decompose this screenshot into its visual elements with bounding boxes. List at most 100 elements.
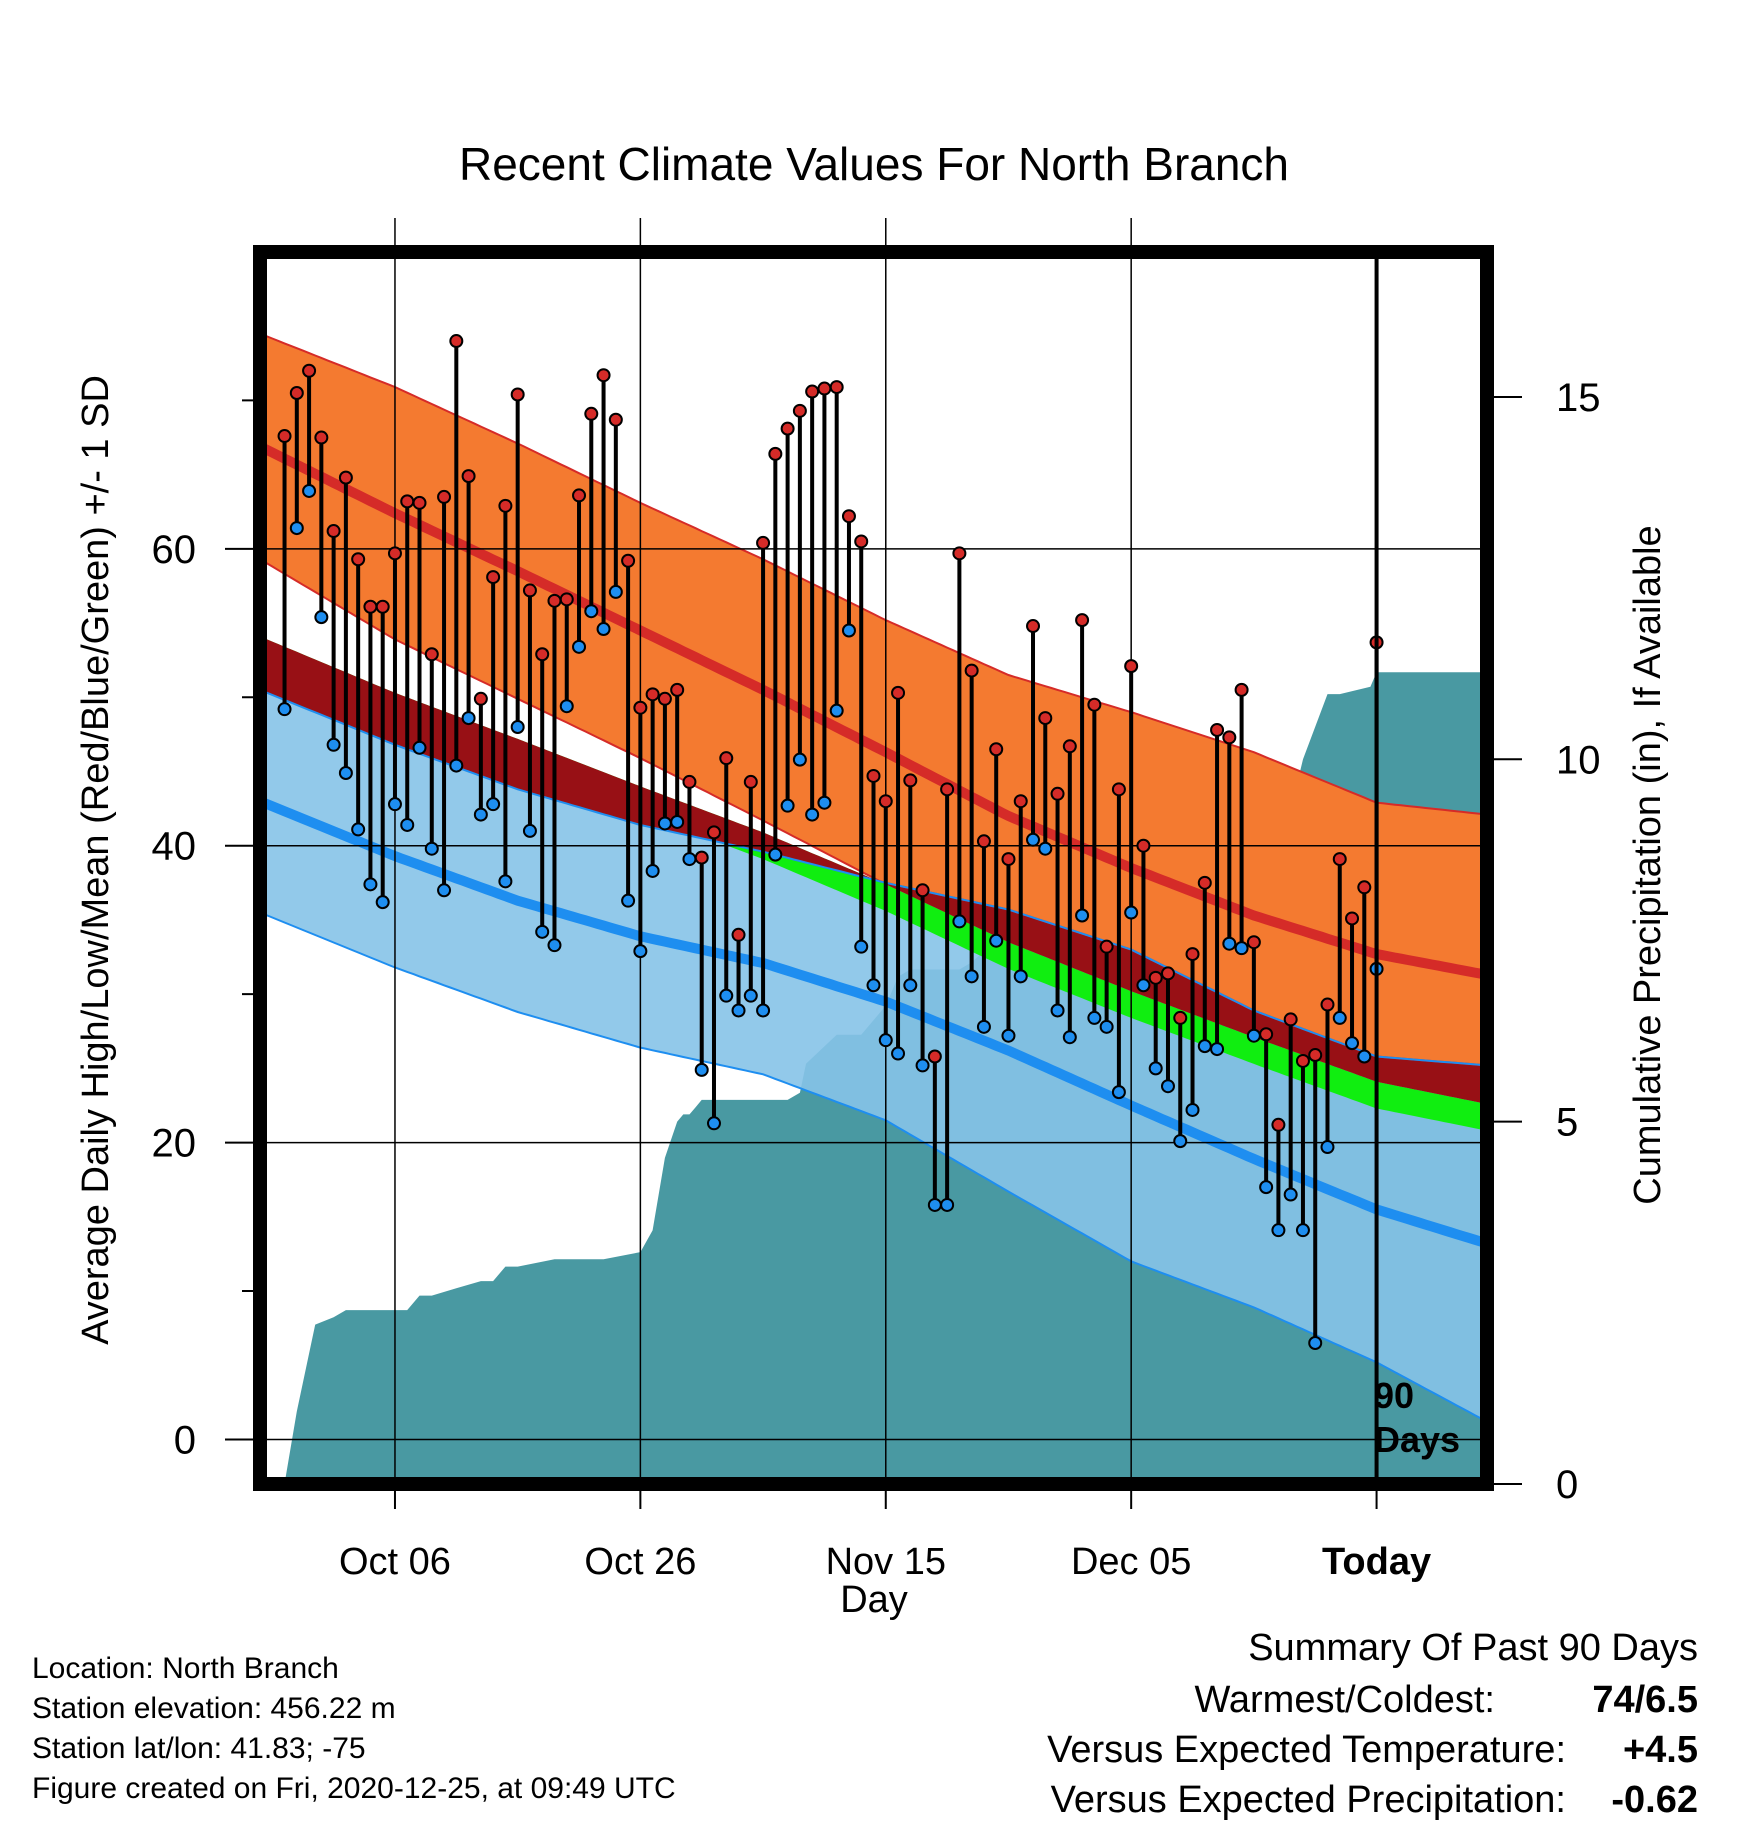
high-point: [437, 489, 452, 504]
day-60: [1001, 852, 1016, 1043]
summary-warmest-value: 74/6.5: [1592, 1679, 1698, 1721]
high-point: [903, 773, 918, 788]
high-point: [743, 774, 758, 789]
high-point: [584, 406, 599, 421]
low-point: [351, 822, 366, 837]
day-45: [817, 381, 832, 810]
high-point: [1099, 939, 1114, 954]
low-point: [768, 847, 783, 862]
high-point: [756, 535, 771, 550]
day-63: [1038, 711, 1053, 856]
low-point: [608, 584, 623, 599]
day-6: [338, 470, 353, 781]
high-point: [1087, 697, 1102, 712]
high-point: [1271, 1117, 1286, 1132]
low-point: [535, 924, 550, 939]
high-point: [510, 387, 525, 402]
low-point: [903, 978, 918, 993]
high-point: [498, 498, 513, 513]
high-point: [792, 403, 807, 418]
day-72: [1148, 970, 1163, 1076]
day-25: [572, 488, 587, 654]
day-22: [535, 647, 550, 939]
x-tick-label-3: Dec 05: [1071, 1541, 1191, 1583]
day-62: [1026, 619, 1041, 847]
x-tick-label-4: Today: [1322, 1541, 1431, 1583]
high-point: [719, 751, 734, 766]
day-24: [559, 592, 574, 714]
x-tick-label-0: Oct 06: [339, 1541, 451, 1583]
low-point: [1026, 832, 1041, 847]
high-point: [1001, 852, 1016, 867]
day-53: [915, 883, 930, 1073]
high-point: [1197, 875, 1212, 890]
day-61: [1013, 794, 1028, 984]
high-point: [878, 794, 893, 809]
high-point: [657, 691, 672, 706]
overlap-band: [260, 636, 1487, 1104]
high-point: [706, 825, 721, 840]
low-point: [878, 1033, 893, 1048]
low-point: [1185, 1102, 1200, 1117]
low-point: [461, 711, 476, 726]
day-86: [1320, 997, 1335, 1155]
low-point: [743, 988, 758, 1003]
low-point: [1111, 1085, 1126, 1100]
low-point: [1210, 1042, 1225, 1057]
y-right-tick-label-2: 10: [1556, 738, 1601, 782]
high-point: [535, 647, 550, 662]
day-54: [927, 1049, 942, 1212]
high-point: [1320, 997, 1335, 1012]
high-point: [559, 592, 574, 607]
day-52: [903, 773, 918, 993]
y-axis-right-label: Cumulative Precipitation (in), If Availa…: [1627, 525, 1669, 1204]
day-42: [780, 421, 795, 813]
station-location: Location: North Branch: [32, 1652, 339, 1685]
high-point: [547, 593, 562, 608]
high-point: [387, 546, 402, 561]
day-28: [608, 412, 623, 599]
day-68: [1099, 939, 1114, 1034]
day-47: [841, 509, 856, 638]
chart-title: Recent Climate Values For North Branch: [459, 138, 1289, 190]
day-59: [989, 742, 1004, 948]
low-point: [510, 719, 525, 734]
high-point: [768, 446, 783, 461]
day-65: [1062, 739, 1077, 1045]
high-normal-line: [260, 441, 1487, 980]
low-point: [633, 944, 648, 959]
day-81: [1259, 1027, 1274, 1195]
low-point: [1013, 969, 1028, 984]
day-74: [1173, 1010, 1188, 1149]
low-point: [976, 1019, 991, 1034]
high-point: [289, 386, 304, 401]
low-point: [927, 1197, 942, 1212]
low-point: [1124, 905, 1139, 920]
daily-range-sticks: [277, 334, 1384, 1350]
low-point: [473, 807, 488, 822]
low-band-lower-edge: [260, 911, 1487, 1423]
low-point: [706, 1116, 721, 1131]
day-39: [743, 774, 758, 1003]
low-point: [817, 795, 832, 810]
low-normal-line: [260, 796, 1487, 1249]
high-point: [682, 774, 697, 789]
low-point: [400, 817, 415, 832]
day-34: [682, 774, 697, 867]
low-point: [547, 938, 562, 953]
day-11: [400, 494, 415, 832]
y-left-tick-label-3: 60: [152, 528, 197, 572]
low-point: [1038, 841, 1053, 856]
day-41: [768, 446, 783, 862]
low-point: [1197, 1039, 1212, 1054]
high-point: [670, 682, 685, 697]
low-point: [915, 1058, 930, 1073]
day-43: [792, 403, 807, 767]
x-tick-label-1: Oct 26: [584, 1541, 696, 1583]
plot-area: [260, 252, 1487, 1484]
low-point: [756, 1003, 771, 1018]
low-point: [1234, 941, 1249, 956]
high-point: [1234, 682, 1249, 697]
low-point: [486, 797, 501, 812]
summary-warmest-label: Warmest/Coldest:: [1194, 1679, 1495, 1721]
